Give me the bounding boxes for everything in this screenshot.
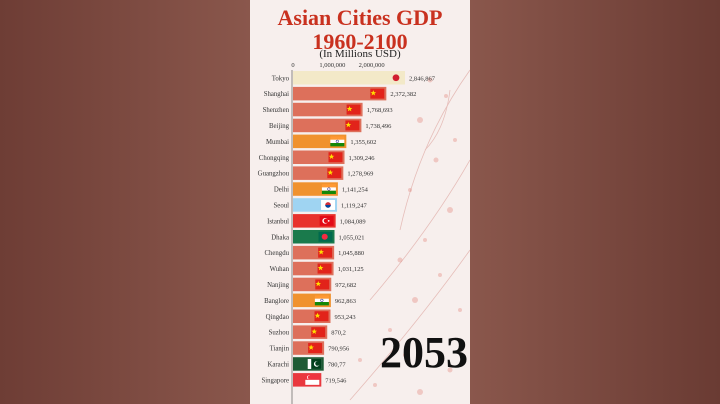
value-label: 1,055,021	[339, 234, 365, 241]
bar	[293, 71, 405, 85]
bar-row-seoul: Seoul 1,119,247	[274, 198, 368, 212]
japan-flag-icon	[392, 74, 400, 82]
value-label: 1,355,602	[350, 139, 376, 146]
value-label: 1,738,496	[365, 123, 392, 130]
value-label: 790,956	[328, 346, 350, 353]
bar-row-istanbul: Istanbul 1,084,089	[267, 214, 366, 228]
bar-row-shenzhen: Shenzhen 1,768,693	[263, 102, 393, 117]
bar-row-qingdao: Qingdao 953,243	[266, 309, 356, 323]
x-tick-label: 0	[291, 62, 294, 69]
city-label: Tianjin	[270, 346, 290, 353]
pakistan-flag-icon	[307, 358, 322, 369]
china-flag-icon	[315, 279, 330, 290]
bar-row-tianjin: Tianjin 790,956	[270, 341, 350, 355]
china-flag-icon	[370, 88, 385, 99]
left-background	[0, 0, 250, 404]
bar-row-mumbai: Mumbai 1,355,602	[266, 134, 376, 149]
bar-row-karachi: Karachi 780,77	[267, 357, 346, 371]
x-tick-label: 2,000,000	[359, 62, 385, 69]
india-flag-icon	[321, 184, 336, 195]
city-label: Qingdao	[266, 314, 290, 321]
right-background	[470, 0, 720, 404]
city-label: Banglore	[264, 298, 289, 305]
korea-flag-icon	[321, 199, 336, 210]
city-label: Wuhan	[270, 266, 290, 273]
video-panel: Asian Cities GDP 1960-2100 (In Millions …	[250, 0, 470, 404]
china-flag-icon	[346, 104, 361, 115]
china-flag-icon	[345, 120, 360, 131]
value-label: 962,863	[335, 298, 356, 305]
bar	[293, 118, 362, 133]
bar-row-delhi: Delhi 1,141,254	[274, 182, 369, 196]
bar-row-nanjing: Nanjing 972,682	[267, 277, 356, 292]
value-label: 1,084,089	[340, 218, 366, 225]
chart-subtitle: (In Millions USD)	[319, 48, 401, 60]
bar	[293, 86, 387, 101]
value-label: 1,278,969	[347, 171, 373, 178]
bar-row-dhaka: Dhaka 1,055,021	[271, 230, 365, 244]
city-label: Karachi	[267, 361, 289, 368]
china-flag-icon	[311, 327, 326, 338]
value-label: 1,045,880	[338, 250, 364, 257]
city-label: Dhaka	[271, 234, 289, 241]
bar-row-shanghai: Shanghai 2,372,382	[264, 86, 416, 101]
india-flag-icon	[330, 136, 345, 147]
bar-row-suzhou: Suzhou 870,2	[269, 325, 346, 339]
value-label: 870,2	[331, 330, 346, 337]
value-label: 972,682	[335, 282, 356, 289]
city-label: Singapore	[261, 377, 289, 384]
bar	[293, 102, 363, 117]
city-label: Istanbul	[267, 218, 289, 225]
city-label: Suzhou	[269, 330, 290, 337]
value-label: 2,846,867	[409, 75, 436, 82]
value-label: 1,119,247	[341, 202, 368, 209]
india-flag-icon	[314, 295, 329, 306]
china-flag-icon	[308, 343, 323, 354]
bar-row-guangzhou: Guangzhou 1,278,969	[258, 166, 373, 180]
year-counter: 2053	[380, 328, 468, 377]
city-label: Tokyo	[272, 75, 290, 82]
city-label: Chongqing	[259, 155, 290, 162]
x-tick-label: 1,000,000	[319, 62, 345, 69]
bangladesh-flag-icon	[318, 231, 333, 242]
singapore-flag-icon	[305, 374, 320, 385]
city-label: Guangzhou	[258, 171, 290, 178]
city-label: Chengdu	[264, 250, 289, 257]
value-label: 780,77	[328, 361, 347, 368]
value-label: 1,031,125	[338, 266, 364, 273]
value-label: 719,546	[325, 377, 347, 384]
city-label: Shenzhen	[263, 107, 290, 114]
value-label: 1,768,693	[367, 107, 393, 114]
value-label: 1,309,246	[349, 155, 376, 162]
chart-title: Asian Cities GDP 1960-2100	[277, 5, 443, 54]
city-label: Nanjing	[267, 282, 289, 289]
bar-row-banglore: Banglore 962,863	[264, 293, 356, 308]
value-label: 2,372,382	[390, 91, 416, 98]
bar-row-chongqing: Chongqing 1,309,246	[259, 150, 376, 164]
city-label: Delhi	[274, 187, 289, 194]
city-label: Shanghai	[264, 91, 289, 98]
bar-row-tokyo: Tokyo 2,846,867	[272, 71, 436, 85]
china-flag-icon	[318, 247, 333, 258]
value-label: 953,243	[335, 314, 356, 321]
bar-row-wuhan: Wuhan 1,031,125	[270, 261, 364, 276]
china-flag-icon	[317, 263, 332, 274]
bar-row-singapore: Singapore 719,546	[261, 373, 347, 387]
value-label: 1,141,254	[342, 187, 369, 194]
bar-row-beijing: Beijing 1,738,496	[269, 118, 392, 133]
china-flag-icon	[314, 311, 329, 322]
blossom-decoration	[349, 69, 470, 401]
bar-row-chengdu: Chengdu 1,045,880	[264, 245, 364, 260]
city-label: Mumbai	[266, 139, 289, 146]
china-flag-icon	[327, 168, 342, 179]
turkey-flag-icon	[319, 215, 334, 226]
bar-chart: 0 1,000,000 2,000,000 Tokyo 2,846,867 Shangh…	[258, 62, 436, 404]
china-flag-icon	[328, 152, 343, 163]
city-label: Beijing	[269, 123, 290, 130]
city-label: Seoul	[274, 202, 290, 209]
